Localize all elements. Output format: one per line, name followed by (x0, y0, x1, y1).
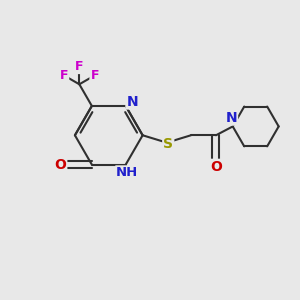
Text: N: N (226, 111, 237, 124)
Text: F: F (75, 60, 84, 73)
Text: N: N (126, 94, 138, 109)
Text: O: O (54, 158, 66, 172)
Text: O: O (210, 160, 222, 174)
Text: NH: NH (116, 166, 138, 179)
Text: S: S (163, 137, 173, 151)
Text: F: F (90, 69, 99, 82)
Text: F: F (60, 69, 68, 82)
